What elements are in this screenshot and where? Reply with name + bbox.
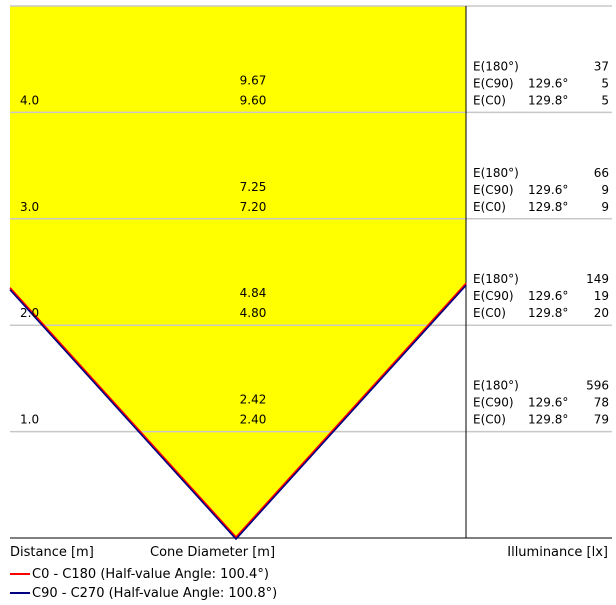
ec0-angle: 129.8° bbox=[528, 93, 568, 107]
ec90-value: 9 bbox=[601, 183, 609, 197]
ec0-value: 9 bbox=[601, 200, 609, 214]
cone-diagram: 5.012.0912.00E(180°)24E(C90)129.6°3E(C0)… bbox=[9, 0, 612, 541]
illuminance-label: Illuminance [lx] bbox=[507, 545, 608, 560]
ec0-angle: 129.8° bbox=[528, 413, 568, 427]
ec0-label: E(C0) bbox=[473, 0, 506, 1]
ec0-angle: 129.8° bbox=[528, 306, 568, 320]
ec90-label: E(C90) bbox=[473, 396, 514, 410]
ec90-angle: 129.6° bbox=[528, 183, 568, 197]
distance-label: 5.0 bbox=[20, 0, 39, 1]
ec0-value: 5 bbox=[601, 93, 609, 107]
diameter-c0-label: 2.40 bbox=[240, 413, 267, 427]
ec90-label: E(C90) bbox=[473, 183, 514, 197]
cone-fill bbox=[10, 6, 466, 538]
ec0-angle: 129.8° bbox=[528, 200, 568, 214]
diameter-c0-label: 12.00 bbox=[236, 0, 270, 1]
ec0-label: E(C0) bbox=[473, 200, 506, 214]
ec0-label: E(C0) bbox=[473, 413, 506, 427]
diameter-c90-label: 2.42 bbox=[240, 393, 267, 407]
diameter-c0-label: 4.80 bbox=[240, 306, 267, 320]
ec90-angle: 129.6° bbox=[528, 76, 568, 90]
ec90-angle: 129.6° bbox=[528, 289, 568, 303]
e180-label: E(180°) bbox=[473, 272, 519, 286]
x-axis-label: Distance [m] bbox=[10, 545, 94, 560]
e180-label: E(180°) bbox=[473, 379, 519, 393]
e180-value: 37 bbox=[594, 59, 609, 73]
ec0-value: 20 bbox=[594, 306, 609, 320]
diameter-c90-label: 7.25 bbox=[240, 180, 267, 194]
e180-value: 596 bbox=[586, 379, 609, 393]
distance-label: 3.0 bbox=[20, 200, 39, 214]
e180-value: 149 bbox=[586, 272, 609, 286]
e180-value: 66 bbox=[594, 166, 609, 180]
cone-diameter-label: Cone Diameter [m] bbox=[150, 545, 276, 560]
distance-label: 2.0 bbox=[20, 306, 39, 320]
ec90-angle: 129.6° bbox=[528, 396, 568, 410]
cone-edge-c90-c270 bbox=[9, 284, 467, 541]
legend-item-c0-c180: C0 - C180 (Half-value Angle: 100.4°) bbox=[10, 565, 269, 583]
ec90-label: E(C90) bbox=[473, 289, 514, 303]
ec90-value: 19 bbox=[594, 289, 609, 303]
distance-label: 4.0 bbox=[20, 93, 39, 107]
legend-label-c90-c270: C90 - C270 (Half-value Angle: 100.8°) bbox=[32, 585, 278, 601]
legend-item-c90-c270: C90 - C270 (Half-value Angle: 100.8°) bbox=[10, 584, 277, 602]
diameter-c0-label: 9.60 bbox=[240, 93, 267, 107]
diameter-c0-label: 7.20 bbox=[240, 200, 267, 214]
cone-edge-c0-c180 bbox=[9, 282, 467, 539]
ec0-angle: 129.8° bbox=[528, 0, 568, 1]
legend-swatch-red bbox=[10, 573, 30, 575]
ec0-value: 3 bbox=[601, 0, 609, 1]
ec90-label: E(C90) bbox=[473, 76, 514, 90]
ec90-value: 78 bbox=[594, 396, 609, 410]
distance-label: 1.0 bbox=[20, 413, 39, 427]
ec0-label: E(C0) bbox=[473, 306, 506, 320]
e180-label: E(180°) bbox=[473, 59, 519, 73]
diameter-c90-label: 9.67 bbox=[240, 73, 267, 87]
e180-label: E(180°) bbox=[473, 166, 519, 180]
legend-label-c0-c180: C0 - C180 (Half-value Angle: 100.4°) bbox=[32, 566, 269, 582]
ec90-value: 5 bbox=[601, 76, 609, 90]
diameter-c90-label: 4.84 bbox=[240, 286, 267, 300]
ec0-label: E(C0) bbox=[473, 93, 506, 107]
ec0-value: 79 bbox=[594, 413, 609, 427]
legend-swatch-blue bbox=[10, 592, 30, 594]
